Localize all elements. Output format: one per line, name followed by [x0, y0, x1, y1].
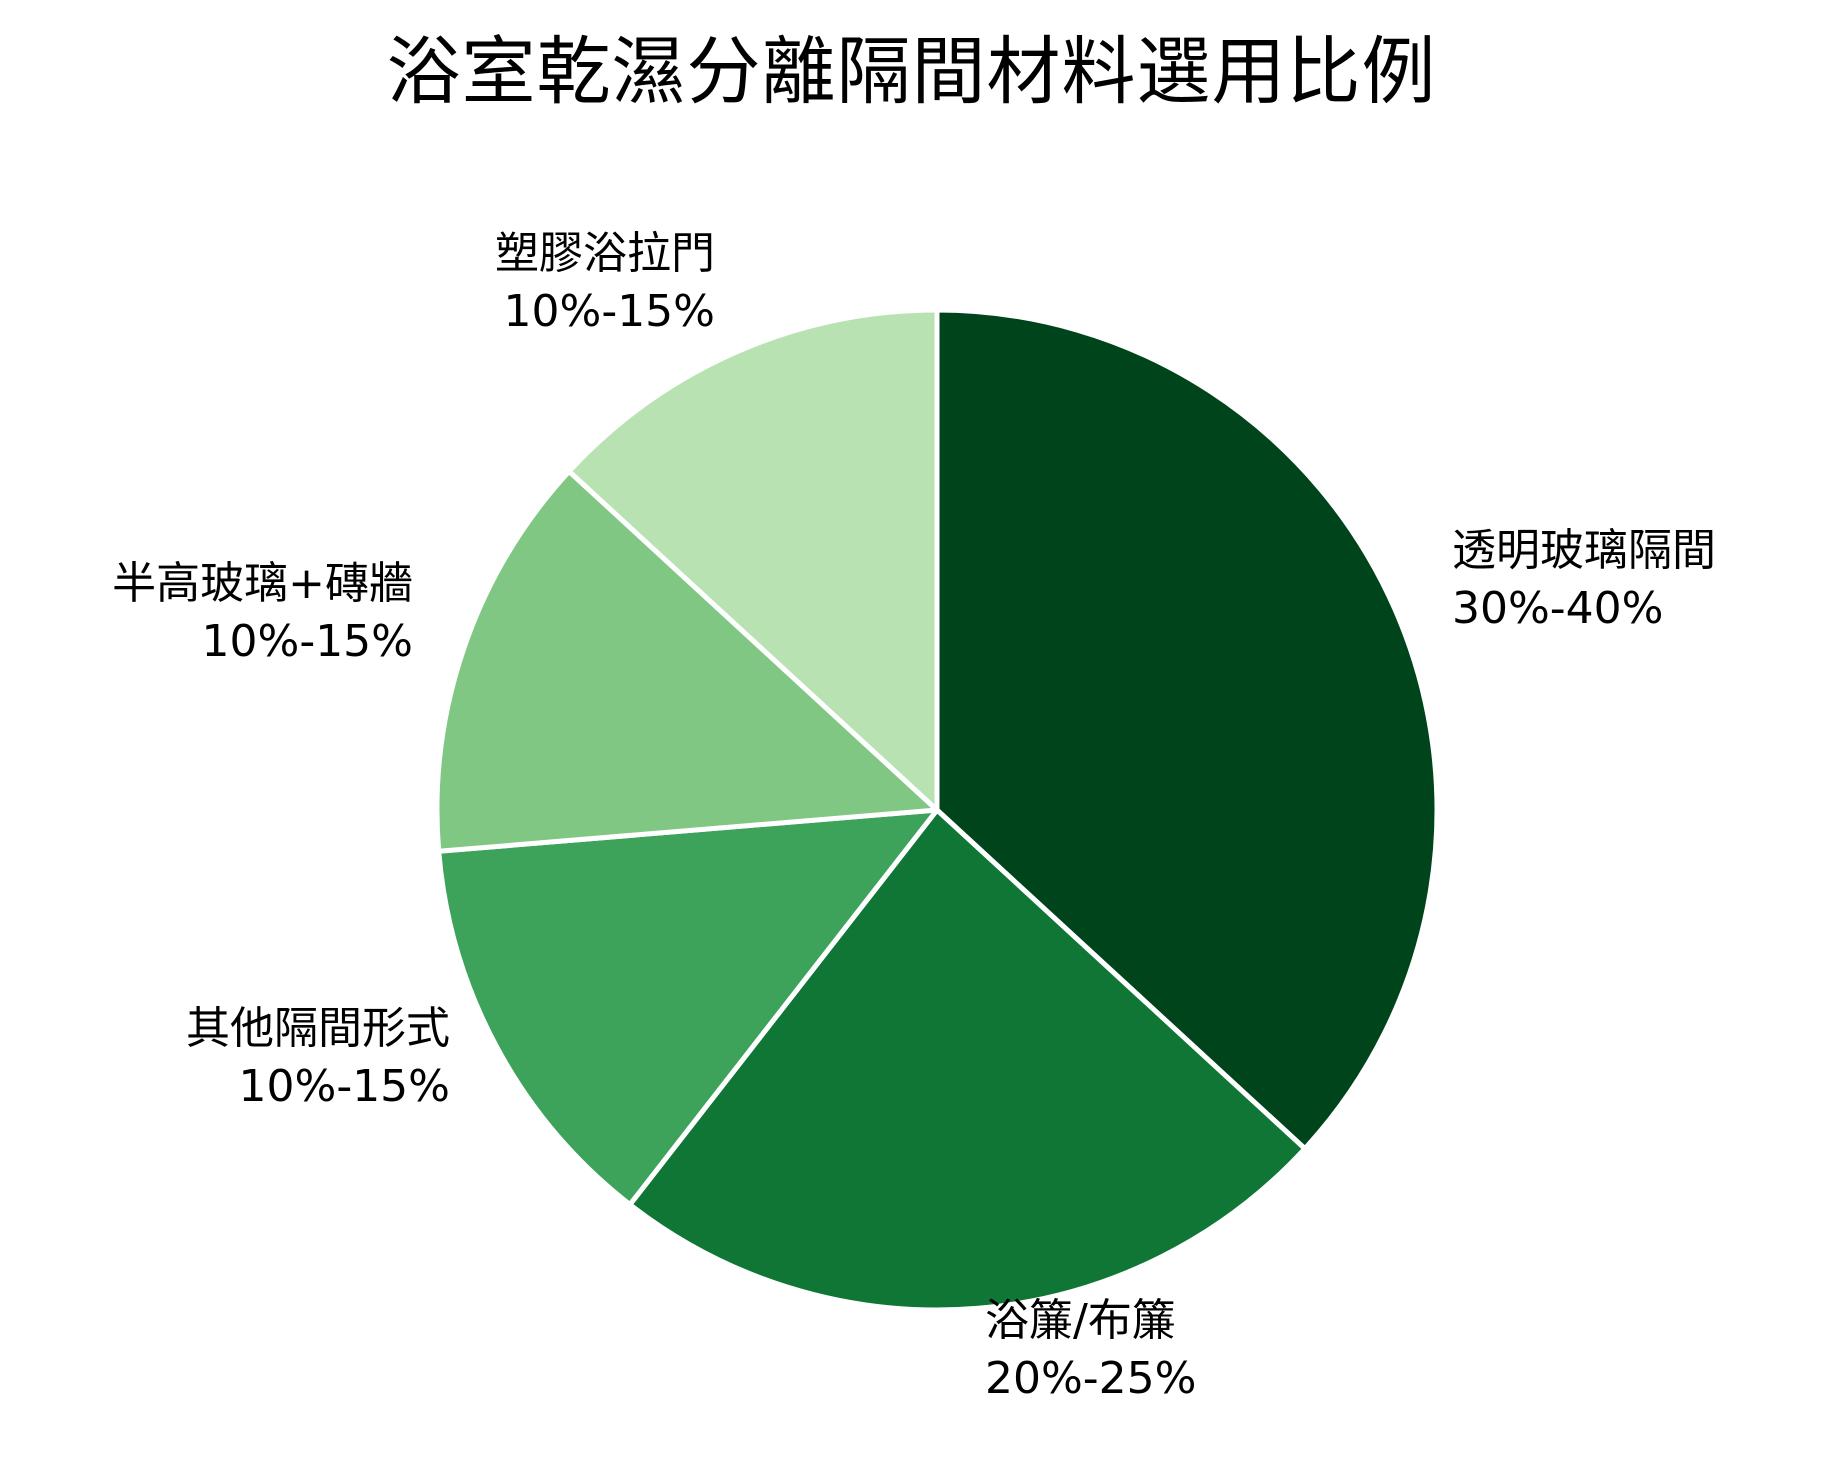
slice-label-plastic-door: 塑膠浴拉門 10%-15% — [495, 225, 715, 341]
slice-label-range: 10%-15% — [238, 1061, 450, 1112]
slice-label-glass: 透明玻璃隔間 30%-40% — [1452, 522, 1716, 638]
slice-label-name: 浴簾/布簾 — [985, 1295, 1176, 1346]
pie-slices — [434, 307, 1440, 1313]
slice-label-range: 10%-15% — [201, 616, 413, 667]
pie-slice-3 — [434, 468, 940, 854]
slice-label-range: 10%-15% — [503, 286, 715, 337]
slice-label-curtain: 浴簾/布簾 20%-25% — [985, 1292, 1196, 1408]
slice-label-range: 30%-40% — [1452, 583, 1664, 634]
chart-title: 浴室乾濕分離隔間材料選用比例 — [386, 29, 1437, 115]
slice-label-name: 透明玻璃隔間 — [1452, 525, 1716, 576]
slice-label-other: 其他隔間形式 10%-15% — [186, 1000, 450, 1116]
slice-label-half-glass: 半高玻璃+磚牆 10%-15% — [112, 555, 413, 671]
pie-slice-0 — [934, 307, 1440, 1152]
pie-slice-1 — [627, 807, 1308, 1313]
pie-slice-4 — [566, 307, 940, 813]
slice-label-name: 其他隔間形式 — [186, 1003, 450, 1054]
pie-slice-2 — [436, 807, 940, 1208]
slice-label-name: 半高玻璃+磚牆 — [112, 558, 413, 609]
slice-label-range: 20%-25% — [985, 1353, 1197, 1404]
slice-label-name: 塑膠浴拉門 — [495, 228, 715, 279]
